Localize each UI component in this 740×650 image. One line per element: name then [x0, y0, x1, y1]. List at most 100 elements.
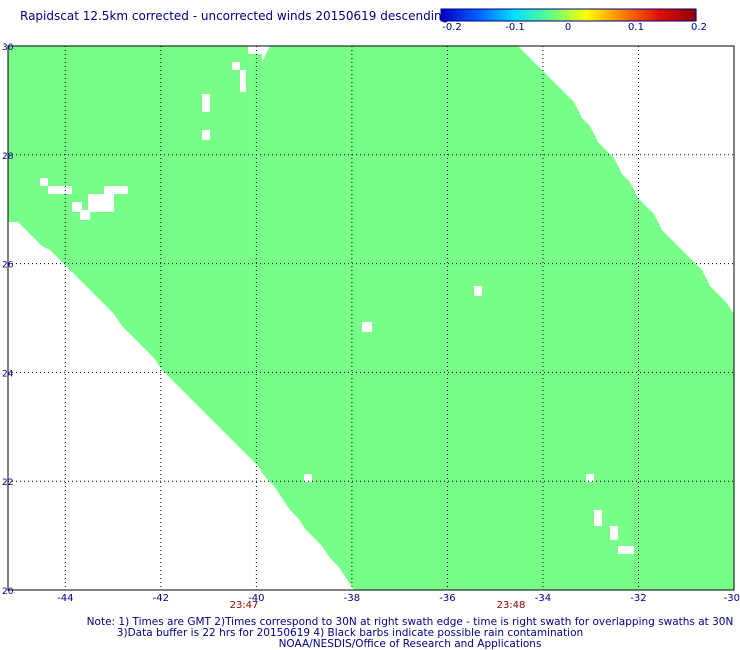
- colorbar-band: [591, 9, 595, 21]
- colorbar-band: [523, 9, 527, 21]
- colorbar-band: [598, 9, 601, 21]
- swath-region: [8, 46, 734, 590]
- colorbar-band: [509, 9, 512, 21]
- colorbar-band: [664, 9, 667, 21]
- data-gap: [72, 202, 82, 212]
- colorbar-band: [443, 9, 446, 21]
- colorbar-band: [583, 9, 587, 21]
- longitude-tick-label: -40: [248, 593, 264, 604]
- longitude-tick-label: -32: [630, 593, 646, 604]
- data-gap: [80, 210, 90, 220]
- colorbar-band: [587, 9, 591, 21]
- footnote-line-1: Note: 1) Times are GMT 2)Times correspon…: [86, 616, 734, 628]
- colorbar-band: [676, 9, 680, 21]
- data-gap: [240, 70, 246, 92]
- colorbar-band: [666, 9, 669, 21]
- colorbar-band: [657, 9, 661, 21]
- colorbar-band: [645, 9, 648, 21]
- colorbar-tick-label: 0.2: [691, 22, 707, 33]
- colorbar-band: [460, 9, 463, 21]
- colorbar-band: [451, 9, 455, 21]
- colorbar-band: [530, 9, 533, 21]
- colorbar-band: [683, 9, 686, 21]
- colorbar-band: [551, 9, 555, 21]
- colorbar-band: [472, 9, 476, 21]
- colorbar-band: [441, 9, 444, 21]
- colorbar-tick-label: -0.1: [505, 22, 525, 33]
- colorbar-band: [659, 9, 663, 21]
- data-gap: [88, 194, 114, 212]
- colorbar-tick-label: 0: [565, 22, 571, 33]
- colorbar-band: [621, 9, 625, 21]
- longitude-tick-label: -30: [724, 593, 740, 604]
- colorbar-band: [653, 9, 657, 21]
- colorbar-band: [481, 9, 485, 21]
- colorbar-band: [455, 9, 459, 21]
- colorbar-band: [581, 9, 584, 21]
- colorbar-band: [630, 9, 633, 21]
- colorbar-band: [517, 9, 521, 21]
- colorbar-band: [691, 9, 695, 21]
- colorbar-band: [502, 9, 506, 21]
- latitude-tick-label: 24: [2, 369, 14, 379]
- latitude-labels: 30 28 26 24 22 20: [2, 43, 14, 597]
- colorbar-band: [519, 9, 523, 21]
- colorbar-band: [562, 9, 565, 21]
- colorbar-band: [532, 9, 536, 21]
- colorbar-band: [606, 9, 610, 21]
- data-gap: [202, 94, 210, 112]
- colorbar-band: [485, 9, 489, 21]
- data-gap: [474, 286, 482, 296]
- colorbar-band: [608, 9, 612, 21]
- colorbar-band: [462, 9, 465, 21]
- colorbar-band: [521, 9, 525, 21]
- colorbar-band: [594, 9, 597, 21]
- colorbar-band: [479, 9, 482, 21]
- latitude-tick-label: 20: [2, 587, 14, 597]
- colorbar-gradient: [441, 9, 697, 21]
- colorbar-band: [492, 9, 495, 21]
- colorbar-band: [500, 9, 504, 21]
- colorbar-band: [640, 9, 644, 21]
- data-gap: [104, 186, 128, 194]
- latitude-tick-label: 22: [2, 478, 13, 488]
- colorbar-band: [487, 9, 491, 21]
- colorbar-band: [506, 9, 510, 21]
- colorbar: -0.2 -0.1 0 0.1 0.2: [440, 8, 707, 33]
- time-label: 23:48: [497, 600, 526, 611]
- colorbar-band: [547, 9, 550, 21]
- colorbar-band: [649, 9, 652, 21]
- latitude-tick-label: 30: [2, 43, 14, 53]
- longitude-tick-label: -36: [439, 593, 455, 604]
- colorbar-band: [513, 9, 516, 21]
- colorbar-band: [564, 9, 567, 21]
- colorbar-band: [613, 9, 616, 21]
- map-title: Rapidscat 12.5km corrected - uncorrected…: [20, 9, 450, 23]
- colorbar-band: [668, 9, 672, 21]
- colorbar-band: [498, 9, 502, 21]
- colorbar-band: [568, 9, 572, 21]
- footnote-line-3: NOAA/NESDIS/Office of Research and Appli…: [278, 638, 542, 650]
- colorbar-band: [494, 9, 497, 21]
- colorbar-band: [447, 9, 451, 21]
- colorbar-frame: [440, 8, 697, 22]
- colorbar-band: [681, 9, 684, 21]
- colorbar-band: [672, 9, 676, 21]
- colorbar-band: [615, 9, 618, 21]
- colorbar-band: [458, 9, 461, 21]
- colorbar-band: [642, 9, 646, 21]
- longitude-tick-label: -44: [57, 593, 73, 604]
- colorbar-band: [679, 9, 682, 21]
- colorbar-band: [470, 9, 474, 21]
- colorbar-band: [651, 9, 655, 21]
- colorbar-band: [670, 9, 674, 21]
- colorbar-band: [632, 9, 635, 21]
- colorbar-band: [483, 9, 487, 21]
- colorbar-band: [647, 9, 650, 21]
- colorbar-band: [600, 9, 604, 21]
- time-label: 23:47: [230, 600, 259, 611]
- colorbar-band: [560, 9, 563, 21]
- colorbar-tick-label: -0.2: [442, 22, 462, 33]
- swath-polygon: [8, 46, 734, 590]
